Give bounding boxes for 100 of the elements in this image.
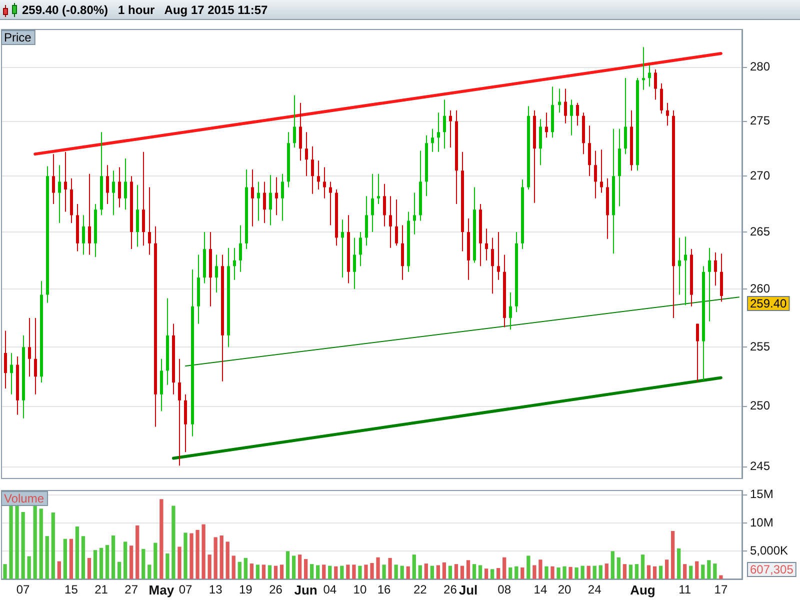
bar	[616, 557, 620, 579]
candlestick	[184, 394, 187, 453]
candlestick	[678, 237, 681, 296]
x-tick-label: 19	[238, 582, 253, 597]
bar	[424, 564, 428, 579]
x-tick-label: 17	[714, 582, 728, 597]
bar	[695, 561, 699, 579]
bar	[568, 566, 572, 579]
bar	[586, 566, 590, 579]
bar	[478, 565, 482, 579]
bar	[111, 536, 116, 579]
bar	[268, 565, 272, 579]
x-tick-label: 07	[16, 582, 30, 597]
candlestick	[576, 102, 579, 126]
bar	[310, 564, 314, 579]
y-tick-label: 10M	[750, 515, 774, 530]
candlestick	[317, 160, 320, 190]
bar	[719, 575, 723, 579]
candlestick	[52, 154, 55, 204]
candlestick	[570, 99, 573, 136]
x-tick-label: 08	[498, 582, 512, 597]
candlestick	[142, 151, 145, 246]
bar	[184, 532, 188, 579]
candlestick	[443, 99, 446, 150]
candlestick	[539, 118, 542, 166]
bar	[51, 512, 55, 579]
bar	[340, 566, 344, 579]
candlestick	[413, 192, 416, 235]
candlestick	[136, 184, 139, 248]
candlestick	[64, 151, 67, 212]
bar	[256, 564, 260, 579]
candlestick	[106, 164, 109, 204]
bar	[280, 564, 284, 579]
bar	[406, 566, 410, 579]
candlestick	[588, 125, 591, 177]
bar	[628, 564, 633, 579]
bar	[382, 564, 386, 579]
x-tick-label: 10	[353, 582, 367, 597]
bar	[652, 566, 657, 579]
bar	[298, 554, 302, 579]
bar	[640, 554, 645, 579]
bar	[634, 564, 639, 579]
candlestick	[305, 132, 308, 177]
bar	[664, 560, 669, 579]
y-tick-label: 265	[750, 224, 770, 238]
bar	[250, 564, 254, 579]
bar	[454, 564, 458, 579]
chart-title: 259.40 (-0.80%) 1 hour Aug 17 2015 11:57	[22, 3, 268, 17]
candlestick	[341, 219, 344, 278]
bar	[598, 565, 602, 579]
candlestick	[58, 164, 61, 224]
candlestick	[600, 149, 603, 194]
bar	[490, 569, 494, 579]
x-tick-label: 07	[178, 582, 192, 597]
bar	[376, 557, 380, 579]
y-tick-label: 15M	[750, 487, 774, 502]
bar	[484, 568, 488, 579]
bar	[148, 564, 152, 579]
y-tick-label: 260	[750, 281, 770, 296]
bar	[430, 566, 434, 579]
bar	[166, 553, 170, 579]
x-tick-label: 11	[678, 582, 692, 597]
candlestick	[329, 181, 332, 226]
candlestick	[28, 317, 31, 378]
candlestick	[371, 173, 374, 233]
y-tick-label: 250	[750, 398, 770, 413]
candlestick	[215, 254, 218, 293]
candlestick	[377, 173, 380, 204]
x-tick-label: 16	[377, 582, 392, 597]
bar	[683, 564, 687, 579]
bar	[93, 550, 98, 579]
candlestick	[353, 237, 356, 290]
bar	[514, 566, 518, 579]
bar	[232, 556, 236, 579]
bar	[418, 565, 422, 579]
bar	[610, 551, 614, 579]
bar	[33, 506, 37, 579]
bar	[172, 506, 176, 579]
bar	[394, 564, 398, 579]
candlestick	[239, 224, 242, 272]
bar	[442, 562, 446, 579]
bar	[208, 554, 212, 579]
bar	[142, 548, 146, 579]
candlestick	[485, 228, 488, 261]
bar	[81, 536, 86, 579]
candlestick	[293, 94, 296, 148]
bar	[3, 564, 7, 579]
x-tick-label: Aug	[630, 582, 656, 598]
bar	[604, 564, 608, 579]
bar	[202, 524, 206, 579]
candlestick	[124, 158, 127, 210]
x-tick-label: May	[148, 582, 175, 598]
candlestick	[112, 170, 115, 216]
x-tick-label: 21	[94, 582, 108, 597]
candlestick	[491, 237, 494, 294]
candlestick	[311, 146, 314, 194]
x-tick-label: 13	[208, 582, 223, 597]
bar	[160, 499, 164, 579]
bar	[190, 533, 194, 579]
candlestick	[564, 88, 567, 124]
